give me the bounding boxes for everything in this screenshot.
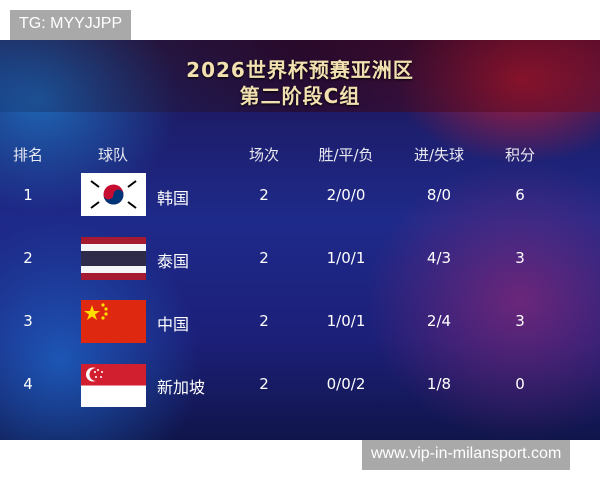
goals: 4/3 xyxy=(426,249,452,267)
played: 2 xyxy=(259,249,269,267)
played: 2 xyxy=(259,186,269,204)
header-team: 球队 xyxy=(97,146,129,164)
points: 6 xyxy=(515,186,525,204)
goals: 2/4 xyxy=(426,312,452,330)
wdl: 1/0/1 xyxy=(326,312,366,330)
rank: 4 xyxy=(23,375,33,393)
team-name: 韩国 xyxy=(157,189,190,208)
header-played: 场次 xyxy=(248,146,280,164)
south-korea-flag-icon xyxy=(81,173,146,216)
goals: 8/0 xyxy=(426,186,452,204)
points: 3 xyxy=(515,249,525,267)
wdl: 0/0/2 xyxy=(326,375,366,393)
title-line-1: 2026世界杯预赛亚洲区 xyxy=(186,58,414,82)
header-goals: 进/失球 xyxy=(413,146,465,164)
title-band xyxy=(0,40,600,112)
rank: 2 xyxy=(23,249,33,267)
team-name: 泰国 xyxy=(157,252,190,271)
team-name: 新加坡 xyxy=(157,378,206,397)
standings-poster: 2026世界杯预赛亚洲区 第二阶段C组 排名 球队 场次 胜/平/负 进/失球 … xyxy=(0,40,600,440)
played: 2 xyxy=(259,312,269,330)
points: 0 xyxy=(515,375,525,393)
thailand-flag-icon xyxy=(81,237,146,280)
singapore-flag-icon xyxy=(81,364,146,407)
watermark-top: TG: MYYJJPP xyxy=(10,10,132,40)
china-flag-icon xyxy=(81,300,146,343)
rank: 1 xyxy=(23,186,33,204)
rank: 3 xyxy=(23,312,33,330)
title-line-2: 第二阶段C组 xyxy=(239,84,361,108)
header-rank: 排名 xyxy=(12,146,44,164)
goals: 1/8 xyxy=(426,375,452,393)
header-wdl: 胜/平/负 xyxy=(318,146,374,164)
header-points: 积分 xyxy=(504,146,536,164)
watermark-bottom: www.vip-in-milansport.com xyxy=(362,440,571,470)
wdl: 2/0/0 xyxy=(326,186,366,204)
team-name: 中国 xyxy=(157,315,190,334)
played: 2 xyxy=(259,375,269,393)
wdl: 1/0/1 xyxy=(326,249,366,267)
points: 3 xyxy=(515,312,525,330)
